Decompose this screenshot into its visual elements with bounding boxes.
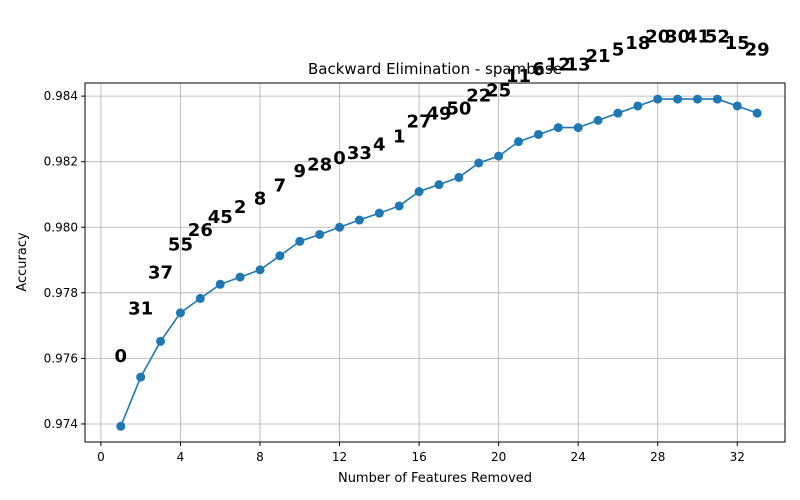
point-label: 9 (294, 161, 307, 182)
x-tick-label: 16 (411, 450, 426, 464)
point-label: 55 (168, 235, 193, 256)
data-point (136, 372, 146, 382)
point-label: 4 (373, 135, 386, 156)
data-point (275, 251, 285, 261)
point-label: 1 (393, 126, 406, 147)
x-tick-label: 20 (491, 450, 506, 464)
y-tick-label: 0.976 (44, 351, 78, 365)
point-label: 29 (745, 40, 770, 61)
x-tick-label: 0 (97, 450, 105, 464)
data-point (533, 129, 543, 139)
x-tick-label: 24 (571, 450, 586, 464)
data-point (553, 123, 563, 133)
point-label: 22 (466, 85, 491, 106)
x-axis-ticks: 0 4 8 12 16 20 24 28 32 (97, 442, 745, 464)
data-point (414, 187, 424, 197)
point-label: 25 (486, 81, 511, 102)
data-point (593, 115, 603, 125)
data-point (613, 108, 623, 118)
data-point (255, 265, 265, 275)
point-label: 7 (274, 176, 287, 197)
point-label: 27 (407, 112, 432, 133)
point-label: 33 (347, 143, 372, 164)
data-point (156, 336, 166, 346)
data-point (732, 101, 742, 111)
data-point (335, 222, 345, 232)
grid (85, 83, 785, 442)
data-point (454, 172, 464, 182)
data-point (653, 94, 663, 104)
data-point (673, 94, 683, 104)
data-points (116, 94, 762, 431)
y-tick-label: 0.984 (44, 89, 78, 103)
y-tick-label: 0.980 (44, 220, 78, 234)
data-point (752, 108, 762, 118)
data-point (693, 94, 702, 104)
point-label: 2 (234, 197, 247, 218)
point-label: 50 (446, 99, 471, 120)
point-label: 11 (506, 66, 531, 87)
data-point (573, 123, 583, 133)
point-label: 8 (254, 189, 267, 210)
point-label: 45 (208, 207, 233, 228)
point-label: 6 (532, 59, 545, 80)
x-tick-label: 4 (177, 450, 185, 464)
point-label: 13 (566, 54, 591, 75)
data-point (374, 208, 384, 218)
series-line (120, 98, 758, 427)
x-axis-label: Number of Features Removed (338, 471, 532, 486)
data-point (434, 180, 444, 190)
plot-frame (84, 82, 786, 443)
data-point (295, 236, 305, 246)
data-point (633, 101, 643, 111)
series-line-group (120, 98, 758, 427)
y-tick-label: 0.978 (44, 286, 78, 300)
point-label: 49 (426, 104, 451, 125)
x-tick-label: 32 (730, 450, 745, 464)
data-point (494, 151, 504, 161)
point-label: 30 (665, 26, 690, 47)
data-point (215, 279, 225, 289)
point-label: 15 (725, 33, 750, 54)
point-label: 41 (685, 26, 710, 47)
point-label: 0 (115, 346, 128, 367)
y-axis-ticks: 0.974 0.976 0.978 0.980 0.982 0.984 (44, 89, 85, 431)
x-tick-label: 28 (650, 450, 665, 464)
data-point (474, 158, 484, 168)
point-label: 52 (705, 26, 730, 47)
point-label: 21 (586, 46, 611, 67)
data-point (394, 201, 404, 211)
point-label: 20 (645, 26, 670, 47)
x-tick-label: 12 (332, 450, 347, 464)
point-label: 0 (333, 148, 346, 169)
point-label: 37 (148, 263, 173, 284)
data-point (712, 94, 722, 104)
data-point (514, 137, 524, 147)
data-point (175, 308, 185, 318)
point-label: 28 (307, 154, 332, 175)
chart-title: Backward Elimination - spambase (308, 60, 562, 78)
y-tick-label: 0.982 (44, 155, 78, 169)
point-label: 26 (188, 220, 213, 241)
y-tick-label: 0.974 (44, 417, 78, 431)
data-point (195, 293, 205, 303)
y-axis-label: Accuracy (15, 232, 30, 292)
point-label: 18 (625, 33, 650, 54)
data-point (354, 215, 364, 225)
x-tick-label: 8 (256, 450, 264, 464)
data-point (235, 272, 245, 282)
point-label: 12 (546, 54, 571, 75)
point-label: 31 (128, 299, 153, 320)
point-label: 5 (612, 40, 625, 61)
data-point (116, 421, 126, 431)
data-point (315, 229, 325, 239)
